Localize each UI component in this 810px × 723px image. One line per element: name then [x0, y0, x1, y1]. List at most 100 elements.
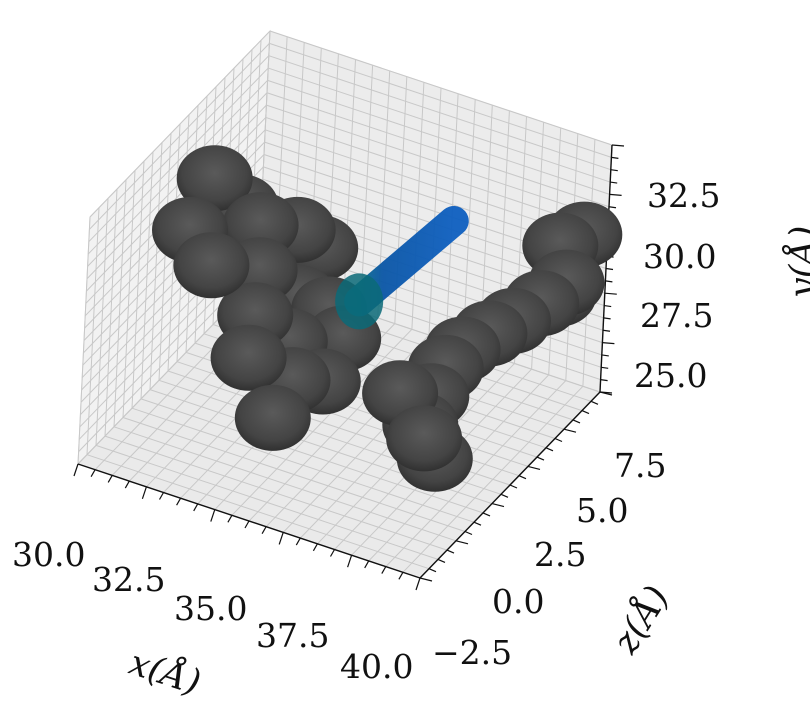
z-tick: [473, 521, 482, 526]
ligand-cap: [335, 273, 384, 330]
z-tick-label: −2.5: [432, 633, 512, 672]
z-tick: [527, 465, 541, 470]
grid-line: [89, 30, 271, 218]
x-tick: [329, 549, 336, 557]
atom-sphere: [386, 405, 463, 472]
x-tick: [244, 520, 250, 529]
x-tick: [141, 486, 147, 499]
z-tick: [464, 530, 473, 536]
z-axis-label: z(Å): [603, 578, 678, 662]
y-tick: [610, 181, 618, 184]
z-tick: [545, 447, 554, 452]
grid-line: [402, 385, 584, 573]
z-tick: [500, 493, 509, 498]
x-tick: [381, 566, 387, 574]
grid-line: [266, 92, 610, 208]
x-tick: [176, 497, 182, 506]
z-tick: [518, 475, 527, 480]
y-tick: [608, 206, 617, 209]
grid-line: [86, 92, 268, 280]
grid-line: [268, 55, 611, 171]
z-tick: [590, 400, 599, 405]
z-tick-labels: −2.5 0.0 2.5 5.0 7.5: [432, 446, 666, 672]
atom-sphere: [210, 324, 287, 391]
z-tick-label: 2.5: [534, 535, 586, 574]
z-tick: [563, 428, 577, 433]
grid-line: [86, 104, 267, 292]
atom-spheres-front: [173, 232, 361, 451]
z-tick: [599, 391, 613, 396]
atom-sphere: [173, 232, 250, 299]
x-tick: [415, 577, 421, 591]
z-tick: [536, 456, 545, 461]
z-tick: [509, 484, 518, 489]
y-tick: [611, 156, 619, 159]
grid-line: [87, 67, 269, 255]
grid-line: [268, 67, 611, 183]
grid-line: [89, 43, 270, 230]
x-tick-label: 30.0: [12, 535, 85, 574]
x-tick: [90, 469, 96, 477]
y-tick: [604, 292, 617, 295]
x-tick: [347, 555, 353, 568]
x-tick: [278, 532, 284, 545]
atom-sphere: [234, 384, 311, 451]
y-tick: [601, 366, 609, 369]
y-tick: [605, 280, 613, 283]
z-tick: [482, 512, 491, 517]
x-tick: [107, 475, 113, 483]
x-tick: [261, 526, 267, 534]
z-tick-label: 0.0: [492, 582, 544, 621]
z-tick: [581, 410, 590, 415]
x-tick: [312, 543, 318, 552]
y-tick: [610, 169, 618, 172]
z-tick: [572, 419, 581, 424]
y-tick: [602, 329, 611, 332]
x-tick: [295, 537, 301, 546]
x-tick: [210, 509, 216, 522]
y-tick: [604, 304, 612, 308]
y-tick-label: 30.0: [643, 237, 716, 276]
x-tick-labels: 30.0 32.5 35.0 37.5 40.0: [12, 535, 413, 686]
x-tick: [227, 515, 233, 523]
y-tick: [611, 144, 625, 147]
x-tick: [398, 572, 404, 580]
y-tick: [609, 193, 622, 196]
grid-line: [269, 30, 613, 146]
x-tick-label: 37.5: [256, 616, 329, 655]
grid-line: [385, 380, 567, 567]
x-tick-label: 40.0: [340, 647, 413, 686]
y-axis-label: y(Å): [780, 226, 810, 300]
z-tick-label: 5.0: [576, 491, 628, 530]
x-tick: [73, 463, 79, 477]
grid-line: [462, 99, 476, 347]
x-tick-label: 32.5: [92, 560, 165, 599]
y-tick-label: 32.5: [647, 176, 720, 215]
x-tick: [193, 503, 199, 512]
x-tick: [124, 480, 130, 489]
z-tick: [419, 577, 433, 582]
x-tick: [158, 492, 165, 500]
grid-line: [267, 79, 610, 195]
z-tick: [446, 549, 455, 554]
y-tick: [601, 354, 609, 357]
z-tick-label: 7.5: [614, 446, 666, 485]
atom-sphere: [176, 145, 253, 212]
grid-line: [266, 104, 609, 220]
y-tick: [603, 317, 611, 320]
grid-line: [269, 42, 612, 158]
y-tick-label: 25.0: [634, 356, 707, 395]
z-tick: [455, 540, 469, 545]
y-tick: [600, 379, 608, 382]
y-tick-label: 27.5: [640, 296, 713, 335]
grid-line: [265, 116, 608, 232]
z-tick: [554, 437, 563, 443]
y-tick: [605, 267, 614, 271]
z-tick: [428, 568, 437, 573]
y-tick: [602, 342, 615, 345]
ligand-rod: [335, 205, 469, 330]
x-tick-label: 35.0: [174, 589, 247, 628]
x-axis-label: x(Å): [124, 640, 206, 703]
z-tick: [491, 503, 505, 508]
